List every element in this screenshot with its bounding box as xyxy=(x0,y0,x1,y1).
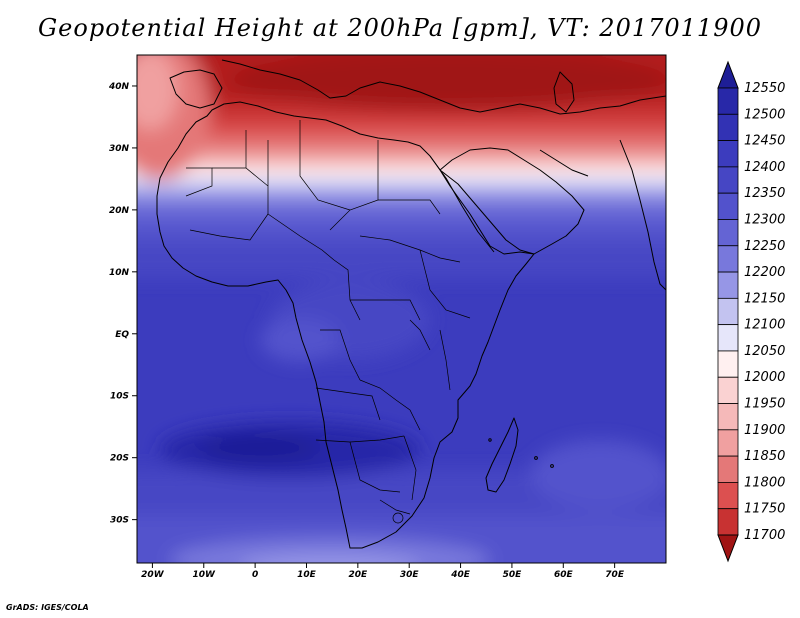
lat-tick-label: 10N xyxy=(109,268,130,278)
colorbar-segment xyxy=(717,192,739,220)
lon-tick-label: 30E xyxy=(400,570,420,580)
colorbar-segment xyxy=(717,455,739,483)
colorbar-segment xyxy=(717,350,739,378)
map-title: Geopotential Height at 200hPa [gpm], VT:… xyxy=(38,14,762,42)
colorbar-segment xyxy=(717,429,739,457)
coastlines xyxy=(156,59,666,549)
lon-tick-label: 40E xyxy=(450,570,471,580)
colorbar-segment xyxy=(717,508,739,536)
colorbar-level-label: 12150 xyxy=(744,291,785,306)
colorbar-level-label: 12100 xyxy=(744,318,785,333)
colorbar-level-label: 12300 xyxy=(744,212,785,227)
colorbar-level-label: 12550 xyxy=(744,81,785,96)
colorbar-level-label: 11850 xyxy=(744,449,785,464)
lon-tick-label: 20E xyxy=(349,570,369,580)
colorbar-top-arrow xyxy=(717,60,739,89)
colorbar-level-label: 11750 xyxy=(744,502,785,517)
colorbar-segment xyxy=(717,219,739,247)
colorbar-level-label: 11950 xyxy=(744,397,785,412)
colorbar-level-label: 12250 xyxy=(744,239,785,254)
lon-tick-label: 10W xyxy=(193,570,217,580)
colorbar-bottom-arrow xyxy=(717,534,739,563)
colorbar-segment xyxy=(717,245,739,273)
colorbar-level-label: 12400 xyxy=(744,160,785,175)
country-borders xyxy=(185,120,471,524)
lon-tick-label: 0 xyxy=(252,570,258,580)
colorbar-level-label: 11800 xyxy=(744,475,785,490)
colorbar-level-label: 12500 xyxy=(744,107,785,122)
height-field xyxy=(137,55,666,563)
colorbar-segment xyxy=(717,376,739,404)
colorbar-level-label: 11700 xyxy=(744,528,785,543)
lat-tick-label: 20S xyxy=(110,454,129,464)
lon-tick-label: 50E xyxy=(503,570,523,580)
lon-tick-label: 10E xyxy=(297,570,317,580)
latitude-axis: 40N 30N 20N 10N EQ 10S 20S 30S xyxy=(108,82,137,526)
lat-tick-label: EQ xyxy=(115,330,129,340)
colorbar-segment xyxy=(717,271,739,299)
colorbar-segment xyxy=(717,87,739,115)
colorbar-level-label: 12450 xyxy=(744,134,785,149)
grads-credit: GrADS: IGES/COLA xyxy=(6,603,89,612)
colorbar-level-label: 11900 xyxy=(744,423,785,438)
colorbar-segment xyxy=(717,166,739,194)
lat-tick-label: 30N xyxy=(109,144,130,154)
colorbar-level-label: 12050 xyxy=(744,344,785,359)
colorbar-segment xyxy=(717,403,739,431)
lat-tick-label: 30S xyxy=(110,516,129,526)
lat-tick-label: 10S xyxy=(110,392,129,402)
colorbar-segment xyxy=(717,297,739,326)
colorbar-level-label: 12350 xyxy=(744,186,785,201)
colorbar-segment xyxy=(717,113,739,141)
plot-frame xyxy=(136,54,667,564)
lat-tick-label: 40N xyxy=(108,82,130,92)
lon-tick-label: 70E xyxy=(605,570,625,580)
colorbar: 12550 12500 12450 12400 12350 12300 12250 12200… xyxy=(717,60,785,563)
colorbar-segment xyxy=(717,140,739,168)
colorbar-segment xyxy=(717,482,739,510)
colorbar-level-label: 12200 xyxy=(744,265,785,280)
longitude-axis: 20W 10W 0 10E 20E 30E 40E 50E 60E 70E xyxy=(141,563,625,580)
colorbar-segment xyxy=(717,324,739,352)
lat-tick-label: 20N xyxy=(109,206,130,216)
lon-tick-label: 20W xyxy=(141,570,165,580)
lon-tick-label: 60E xyxy=(554,570,574,580)
colorbar-level-label: 12000 xyxy=(744,370,785,385)
